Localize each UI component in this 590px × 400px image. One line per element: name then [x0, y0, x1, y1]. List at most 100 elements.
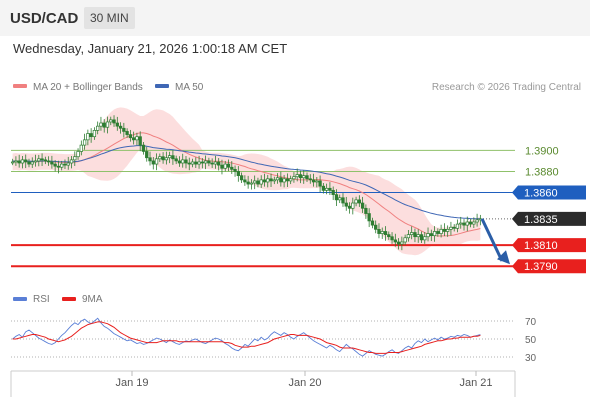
candle-body — [109, 119, 113, 123]
bollinger-band-area — [12, 107, 481, 256]
candle-body — [406, 234, 411, 239]
candle-body — [262, 179, 267, 183]
candle-body — [279, 177, 283, 183]
candle-body — [46, 160, 51, 163]
candle-body — [341, 197, 345, 204]
rsi-panel: 70 50 30 — [11, 317, 537, 364]
candle-body — [449, 226, 453, 230]
x-axis: Jan 19 Jan 20 Jan 21 — [10, 370, 516, 397]
candle-body — [20, 159, 25, 164]
rsi-ma-line — [12, 321, 481, 354]
candle-body — [194, 161, 198, 165]
candle-body — [190, 161, 195, 165]
candle-body — [92, 130, 97, 138]
level-label-1.3835: 1.3835 — [524, 214, 558, 226]
candle-body — [432, 231, 437, 237]
candle-body — [308, 178, 312, 181]
level-label-1.3900: 1.3900 — [525, 145, 559, 157]
rsi-ma-legend-label: 9MA — [82, 294, 103, 305]
candle-body — [468, 221, 473, 225]
ma20-line — [12, 132, 481, 237]
price-levels — [11, 149, 515, 268]
candle-body — [53, 163, 57, 167]
candle-body — [442, 229, 447, 232]
candle-body — [37, 158, 41, 162]
candle-body — [439, 229, 443, 234]
rsi-level-label-70: 70 — [525, 317, 537, 328]
rsi-level-label-50: 50 — [525, 335, 537, 346]
candle-body — [24, 159, 28, 163]
candle-body — [338, 197, 342, 201]
candle-body — [223, 163, 227, 169]
candle-body — [298, 174, 303, 179]
candle-body — [462, 222, 466, 226]
candle-body — [96, 125, 100, 131]
candle-body — [220, 164, 224, 169]
candle-body — [347, 205, 352, 209]
candle-body — [364, 207, 368, 214]
candle-body — [164, 157, 169, 161]
candle-body — [360, 202, 365, 209]
candle-body — [89, 133, 93, 138]
candle-body — [177, 160, 182, 164]
bollinger-band — [12, 107, 481, 256]
candle-body — [63, 163, 67, 166]
candle-body — [344, 202, 348, 207]
candle-body — [289, 178, 293, 182]
level-label-1.3790: 1.3790 — [524, 261, 558, 273]
candle-body — [393, 239, 397, 243]
candle-body — [161, 156, 165, 161]
candle-body — [184, 159, 188, 164]
candle-body — [60, 163, 64, 168]
level-label-1.3860: 1.3860 — [524, 188, 558, 200]
candles — [10, 115, 483, 251]
candle-body — [73, 156, 77, 161]
timeframe-badge[interactable]: 30 MIN — [84, 7, 135, 29]
candle-body — [82, 139, 87, 146]
candle-body — [295, 174, 299, 178]
legend: MA 20 + Bollinger Bands MA 50 Research ©… — [13, 82, 581, 93]
candle-body — [10, 161, 15, 164]
forecast-arrow-shaft — [480, 218, 504, 262]
candle-body — [318, 180, 322, 187]
candle-body — [66, 162, 70, 166]
candle-body — [158, 156, 162, 160]
x-tick-label: Jan 19 — [115, 377, 148, 389]
candle-body — [141, 144, 146, 152]
candle-body — [396, 241, 401, 245]
candle-body — [138, 136, 142, 146]
timestamp: Wednesday, January 21, 2026 1:00:18 AM C… — [13, 41, 288, 56]
candle-body — [187, 162, 191, 165]
candle-body — [197, 161, 201, 165]
ma50-legend-label: MA 50 — [175, 82, 204, 93]
candle-body — [315, 180, 319, 183]
candle-body — [459, 222, 463, 225]
copyright-label: Research © 2026 Trading Central — [432, 82, 581, 93]
candle-body — [145, 151, 149, 159]
candle-body — [239, 175, 244, 181]
candle-body — [429, 233, 433, 237]
candle-body — [76, 151, 80, 158]
candle-body — [354, 199, 358, 204]
candle-body — [33, 160, 38, 163]
ma50-line — [12, 145, 481, 220]
candle-body — [374, 224, 378, 230]
candle-body — [249, 182, 254, 185]
candle-body — [446, 229, 450, 232]
candle-body — [321, 185, 326, 191]
candle-body — [217, 161, 221, 166]
forecast-arrow — [480, 218, 510, 265]
candle-body — [154, 158, 159, 165]
level-tag-1.3790 — [512, 259, 586, 274]
candle-body — [253, 180, 257, 184]
candle-body — [275, 177, 280, 181]
candle-body — [243, 179, 247, 183]
candle-body — [30, 161, 34, 165]
candle-body — [334, 194, 339, 201]
ma50-legend-swatch — [155, 84, 169, 88]
candle-body — [102, 122, 106, 128]
candle-body — [125, 131, 129, 135]
symbol-label: USD/CAD — [10, 10, 79, 27]
candle-body — [269, 178, 273, 182]
candle-body — [357, 199, 361, 204]
